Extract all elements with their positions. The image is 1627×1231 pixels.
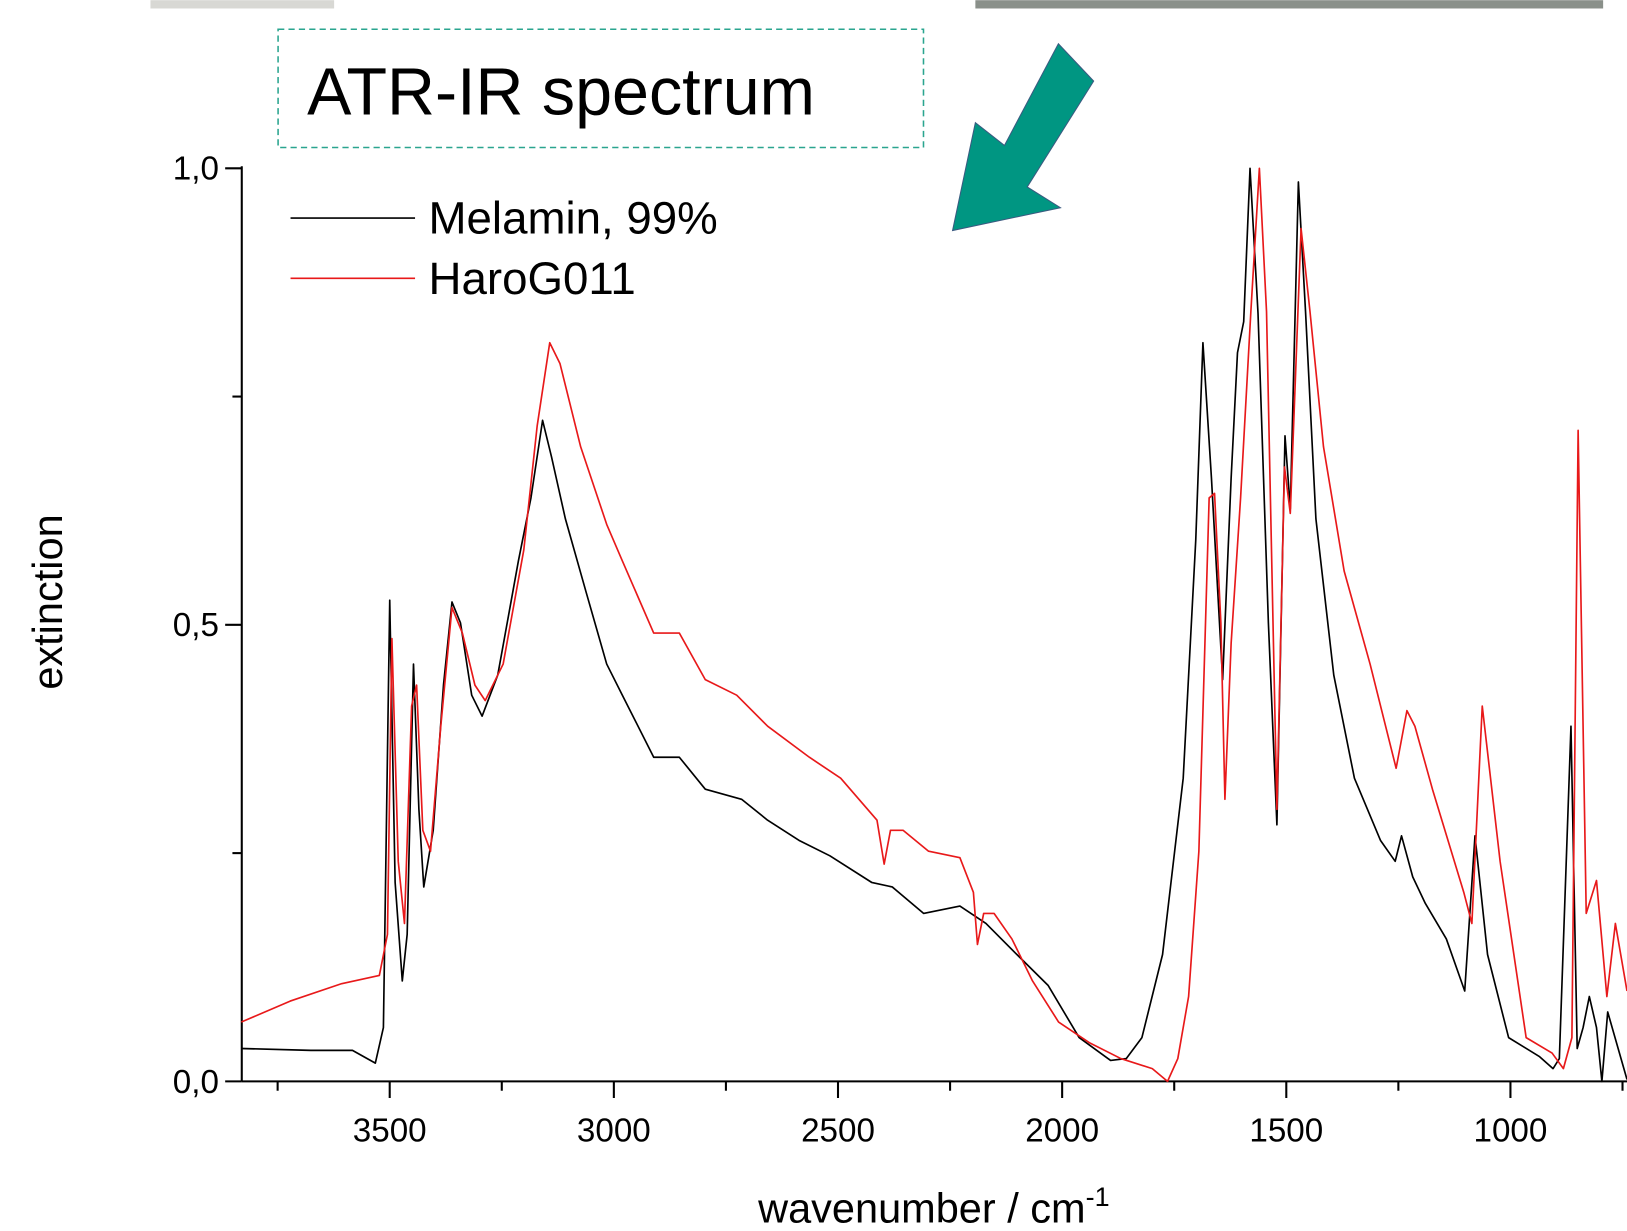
x-tick-label: 1500 (1249, 1113, 1323, 1150)
y-tick-label: 0,5 (173, 607, 219, 644)
x-axis-label: wavenumber / cm-1 (757, 1182, 1109, 1231)
y-tick-label: 1,0 (173, 151, 219, 188)
legend-label: HaroG011 (429, 253, 636, 304)
arrow (951, 42, 1095, 232)
x-axis-label-sup: -1 (1086, 1182, 1110, 1212)
series-line (241, 167, 1627, 1083)
legend-label: Melamin, 99% (429, 193, 718, 244)
y-tick-label: 0,0 (173, 1064, 219, 1101)
photo-fragment (150, 0, 335, 9)
y-axis-label: extinction (24, 514, 71, 689)
title: ATR-IR spectrum (307, 55, 815, 129)
title-box (277, 28, 925, 149)
x-tick-label: 3500 (353, 1113, 427, 1150)
series-line (241, 167, 1627, 1083)
x-tick-label: 3000 (577, 1113, 651, 1150)
x-tick-label: 2500 (801, 1113, 875, 1150)
photo-fragment (975, 0, 1604, 9)
x-tick-label: 1000 (1474, 1113, 1548, 1150)
x-tick-label: 2000 (1025, 1113, 1099, 1150)
x-axis-label-main: wavenumber / cm (757, 1185, 1086, 1231)
